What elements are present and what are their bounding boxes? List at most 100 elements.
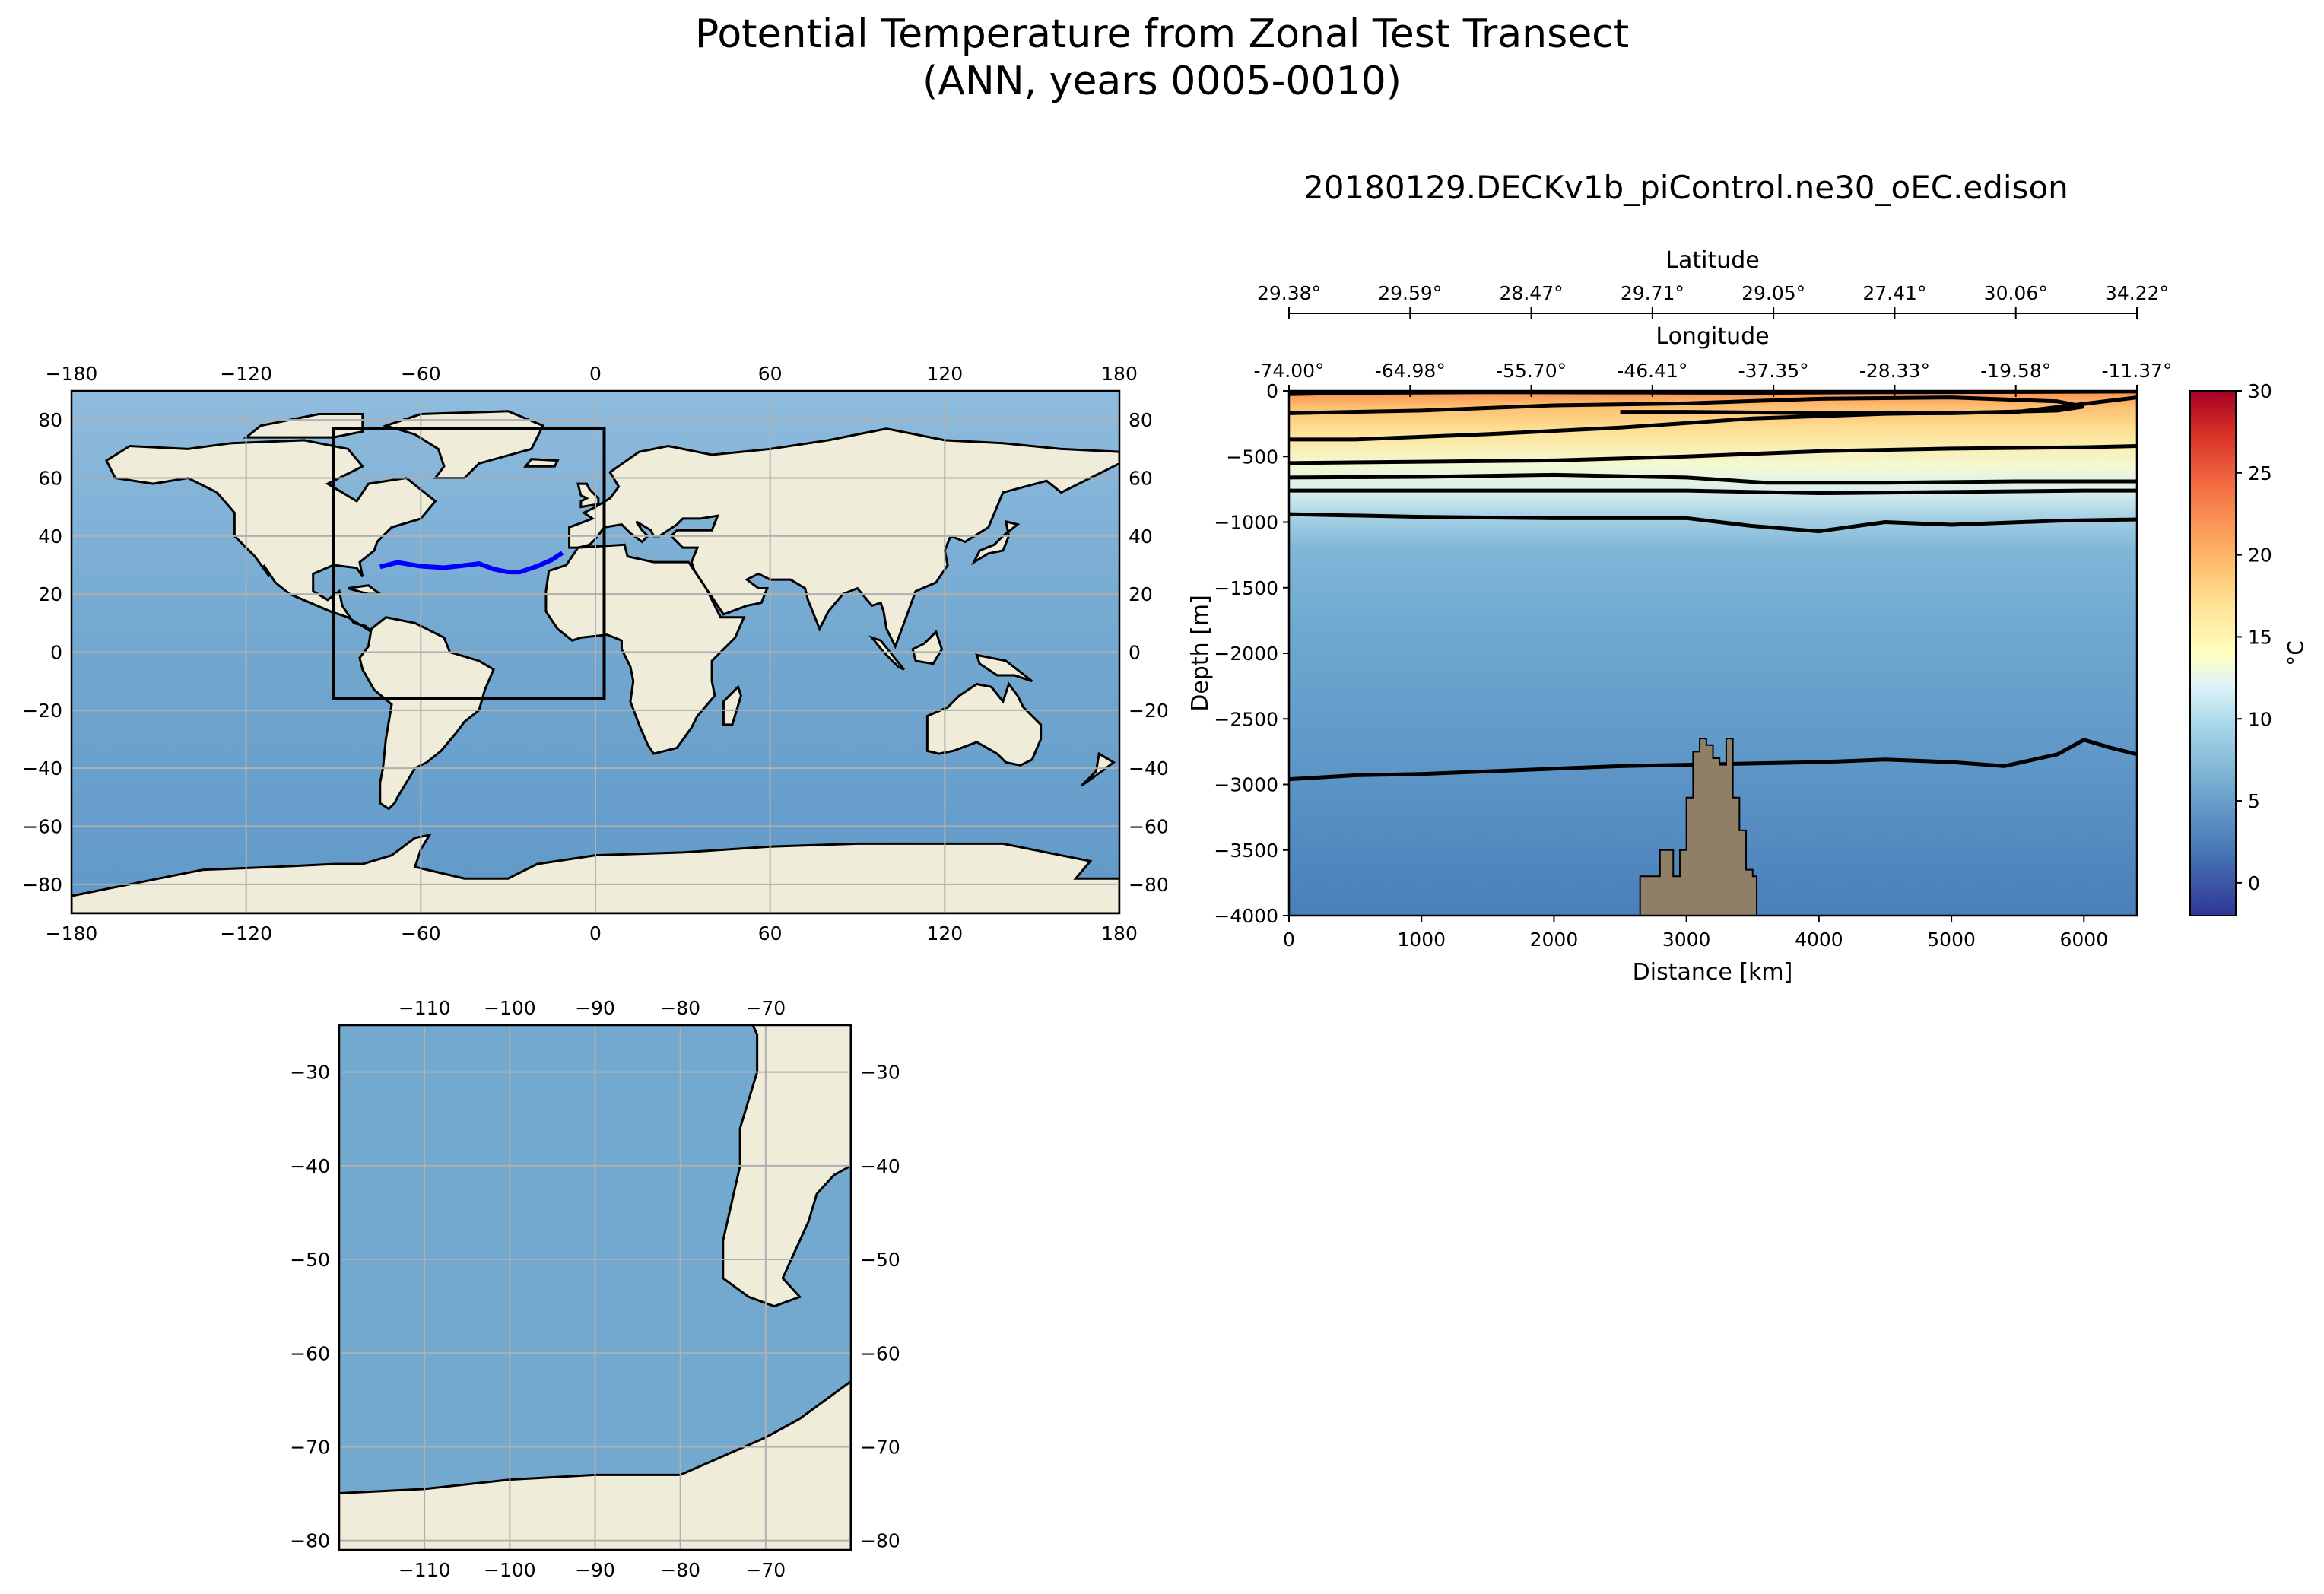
x-tick-label-top: −80 bbox=[660, 997, 700, 1019]
x-tick-label-bottom: −90 bbox=[575, 1559, 615, 1581]
y-tick-label-left: 20 bbox=[38, 583, 62, 605]
colorbar-tick-label: 0 bbox=[2248, 872, 2260, 894]
y-tick-label: −500 bbox=[1226, 446, 1278, 468]
x-tick-label: 6000 bbox=[2060, 929, 2109, 951]
x-tick-label-bottom: −110 bbox=[398, 1559, 451, 1581]
global-tick-labels: −180 −180 −120 −120 −60 −60 0 0 60 60 120 120 180 180… bbox=[22, 363, 1169, 945]
y-tick-label: −2500 bbox=[1214, 708, 1278, 730]
x-tick-label-top: −120 bbox=[220, 363, 272, 385]
section-ticks: 0 1000 2000 3000 4000 5000 6000 0 −500 −1000 −1500… bbox=[1214, 282, 2172, 951]
colorbar-tick-label: 5 bbox=[2248, 790, 2260, 812]
figure-title: Potential Temperature from Zonal Test Tr… bbox=[0, 11, 2324, 105]
y-tick-label-right: −70 bbox=[860, 1436, 900, 1458]
longitude-tick-label: -19.58° bbox=[1980, 360, 2051, 382]
inset-grid bbox=[339, 1025, 851, 1550]
x-tick-label-bottom: −70 bbox=[745, 1559, 786, 1581]
latitude-tick-label: 34.22° bbox=[2105, 282, 2169, 304]
inset-tick-labels: −110 −110 −100 −100 −90 −90 −80 −80 −70 −70 −30 −30… bbox=[290, 997, 900, 1581]
transect-section: 0 1000 2000 3000 4000 5000 6000 0 −500 −1000 −1500… bbox=[1187, 247, 2308, 986]
colorbar-tick-label: 20 bbox=[2248, 545, 2272, 567]
longitude-tick-label: -37.35° bbox=[1738, 360, 1809, 382]
colorbar-tick-label: 30 bbox=[2248, 380, 2272, 402]
latitude-tick-label: 29.05° bbox=[1741, 282, 1805, 304]
y-tick-label-right: 0 bbox=[1129, 642, 1141, 664]
y-tick-label-right: −40 bbox=[1129, 757, 1169, 780]
x-tick-label: 5000 bbox=[1927, 929, 1976, 951]
x-tick-label-bottom: 60 bbox=[758, 922, 783, 945]
land-polygon bbox=[925, 681, 1043, 767]
y-tick-label-left: −30 bbox=[290, 1062, 330, 1084]
y-tick-label-left: 60 bbox=[38, 468, 62, 490]
y-tick-label-left: 80 bbox=[38, 409, 62, 431]
colorbar-label: °C bbox=[2283, 640, 2308, 666]
land-polygon bbox=[1081, 751, 1116, 787]
y-axis-label: Depth [m] bbox=[1187, 595, 1214, 712]
x-tick-label-top: 180 bbox=[1101, 363, 1138, 385]
x-tick-label-top: 120 bbox=[926, 363, 963, 385]
inset-map: −110 −110 −100 −100 −90 −90 −80 −80 −70 −70 −30 −30… bbox=[290, 997, 900, 1581]
latitude-tick-label: 29.38° bbox=[1257, 282, 1321, 304]
y-tick-label-right: −60 bbox=[860, 1342, 900, 1364]
y-tick-label-right: −80 bbox=[860, 1530, 900, 1552]
latitude-tick-label: 27.41° bbox=[1862, 282, 1926, 304]
land-polygon bbox=[911, 630, 944, 665]
y-tick-label-left: −60 bbox=[22, 816, 62, 838]
figure-title-line1: Potential Temperature from Zonal Test Tr… bbox=[694, 11, 1630, 57]
region-box bbox=[332, 427, 606, 700]
figure-title-line2: (ANN, years 0005-0010) bbox=[922, 59, 1402, 104]
x-tick-label-top: −110 bbox=[398, 997, 451, 1019]
x-axis-label: Distance [km] bbox=[1633, 959, 1793, 986]
longitude-tick-label: -55.70° bbox=[1496, 360, 1567, 382]
x-tick-label: 4000 bbox=[1795, 929, 1843, 951]
seafloor-bathymetry bbox=[1639, 738, 1757, 916]
global-grid bbox=[71, 391, 1119, 913]
y-tick-label-right: −60 bbox=[1129, 816, 1169, 838]
y-tick-label-right: −40 bbox=[860, 1155, 900, 1177]
y-tick-label-left: −80 bbox=[290, 1530, 330, 1552]
y-tick-label: −3500 bbox=[1214, 840, 1278, 862]
contour-line bbox=[1289, 738, 2137, 782]
y-tick-label-right: 60 bbox=[1129, 468, 1153, 490]
x-tick-label-top: 0 bbox=[589, 363, 602, 385]
longitude-tick-label: -46.41° bbox=[1617, 360, 1687, 382]
land-polygon bbox=[576, 482, 600, 509]
colorbar-tick-label: 25 bbox=[2248, 462, 2272, 484]
x-tick-label: 1000 bbox=[1397, 929, 1446, 951]
x-tick-label-bottom: −120 bbox=[220, 922, 272, 945]
y-tick-label: −1500 bbox=[1214, 577, 1278, 599]
y-tick-label-left: −80 bbox=[22, 874, 62, 896]
x-tick-label-bottom: 180 bbox=[1101, 922, 1138, 945]
temperature-contours bbox=[1289, 391, 2137, 782]
x-tick-label-top: −70 bbox=[745, 997, 786, 1019]
y-tick-label-right: 20 bbox=[1129, 583, 1153, 605]
longitude-tick-label: -64.98° bbox=[1375, 360, 1446, 382]
land-polygon bbox=[722, 684, 742, 726]
contour-line bbox=[1289, 512, 2137, 534]
y-tick-label-right: −80 bbox=[1129, 874, 1169, 896]
land-polygon bbox=[975, 653, 1033, 683]
x-tick-label-bottom: −180 bbox=[46, 922, 98, 945]
x-tick-label-top: −180 bbox=[46, 363, 98, 385]
y-tick-label-right: 80 bbox=[1129, 409, 1153, 431]
latitude-tick-label: 29.71° bbox=[1621, 282, 1684, 304]
global-map: −180 −180 −120 −120 −60 −60 0 0 60 60 120 120 180 180… bbox=[22, 363, 1169, 945]
longitude-tick-label: -28.33° bbox=[1859, 360, 1930, 382]
y-tick-label-left: −20 bbox=[22, 700, 62, 722]
y-tick-label-right: −50 bbox=[860, 1249, 900, 1271]
land-polygon bbox=[523, 458, 560, 468]
contour-line bbox=[1289, 395, 2137, 442]
longitude-tick-label: -11.37° bbox=[2101, 360, 2172, 382]
land-polygon bbox=[868, 635, 905, 671]
x-tick-label-bottom: 0 bbox=[589, 922, 602, 945]
y-tick-label: −3000 bbox=[1214, 774, 1278, 796]
contour-line bbox=[1289, 488, 2137, 496]
y-tick-label-left: −40 bbox=[290, 1155, 330, 1177]
y-tick-label-left: −40 bbox=[22, 757, 62, 780]
x-tick-label: 3000 bbox=[1662, 929, 1711, 951]
x-tick-label-bottom: −100 bbox=[484, 1559, 536, 1581]
inset-map-frame bbox=[338, 1024, 852, 1551]
y-tick-label-right: 40 bbox=[1129, 526, 1153, 548]
colorbar-ticks: 0 5 10 15 20 25 30 bbox=[2236, 380, 2272, 894]
y-tick-label: 0 bbox=[1266, 380, 1278, 402]
y-tick-label-right: −30 bbox=[860, 1062, 900, 1084]
